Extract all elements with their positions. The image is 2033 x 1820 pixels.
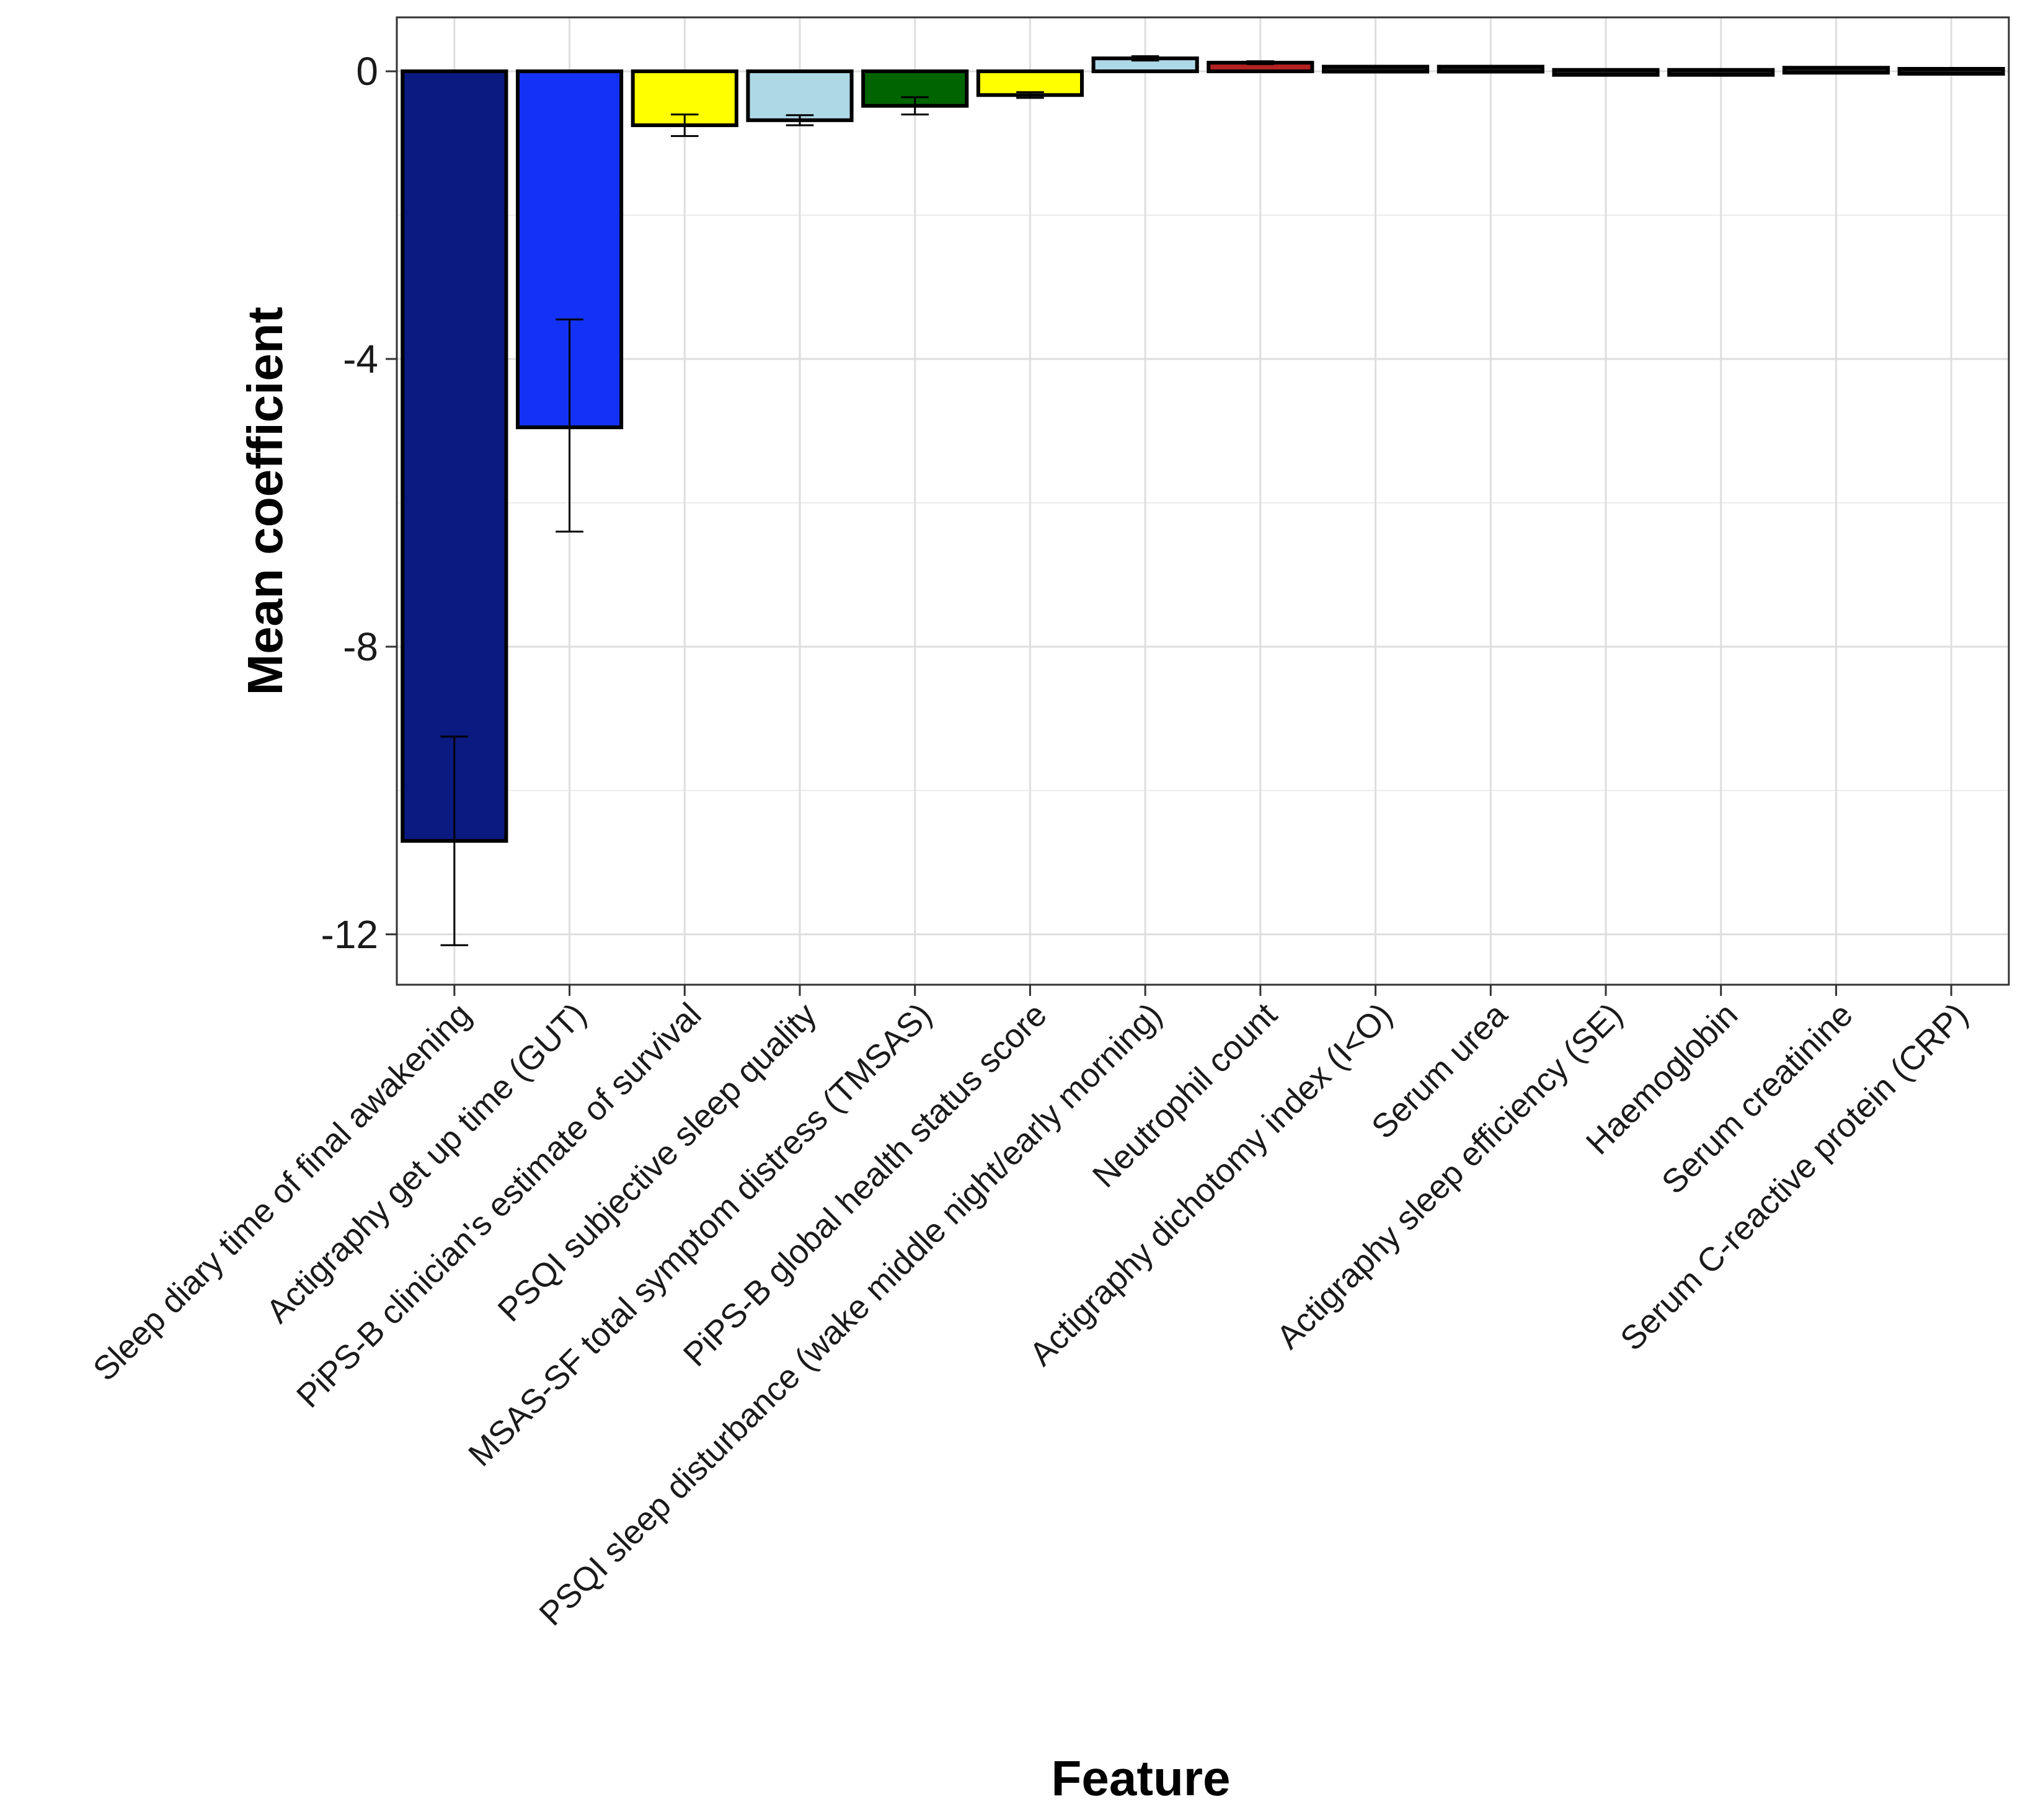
error-bar — [1131, 55, 1159, 62]
error-bar — [901, 96, 929, 116]
bars — [401, 56, 2005, 843]
x-axis-title: Feature — [1052, 1751, 1231, 1806]
error-bar — [440, 735, 469, 946]
axes: 0 -4 -8 -12 — [321, 49, 1952, 996]
y-axis-title: Mean coefficient — [237, 307, 293, 696]
error-bar — [786, 114, 814, 127]
bar — [1437, 64, 1544, 74]
error-bar — [671, 113, 699, 137]
bar — [1322, 64, 1430, 74]
plot-panel-border — [396, 16, 2010, 986]
bar — [1897, 66, 2005, 76]
y-tick-label: -4 — [343, 337, 378, 381]
y-tick-label: -8 — [343, 624, 378, 669]
error-bars — [440, 55, 1275, 946]
bar — [746, 69, 854, 122]
bar — [401, 69, 508, 843]
y-tick-label: -12 — [321, 912, 379, 957]
bar — [1667, 68, 1775, 77]
bar — [1782, 66, 1890, 75]
error-bar — [556, 318, 583, 533]
y-tick-label: 0 — [356, 49, 378, 94]
error-bar — [1016, 91, 1044, 99]
bar — [1552, 68, 1660, 77]
grid-lines — [397, 17, 2009, 985]
error-bar — [1246, 60, 1275, 65]
